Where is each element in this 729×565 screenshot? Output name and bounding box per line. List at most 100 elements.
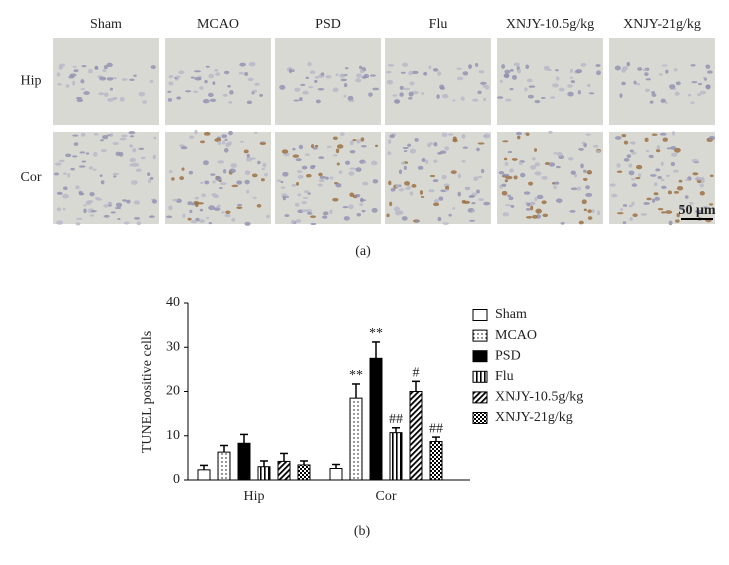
cell [478,197,485,202]
cell [498,170,505,175]
cell [660,178,665,182]
cell [251,173,258,178]
cell [302,90,309,95]
cell [332,154,338,157]
column-label: XNJY-10.5g/kg [506,17,594,32]
cell [140,156,146,160]
cell [151,199,158,204]
cell [252,89,258,93]
cell [662,137,668,142]
cell [212,81,216,86]
cell [120,134,128,138]
cell [423,71,428,76]
bar [237,442,251,481]
cell [631,141,636,145]
cell [441,93,449,99]
cell [205,65,210,68]
cell [192,90,199,94]
cell [88,166,94,170]
cell [656,145,661,150]
cell [437,71,442,76]
cell [471,192,478,196]
cell [306,211,313,215]
micrograph [497,38,603,125]
cell [394,99,401,104]
cell [569,210,576,213]
cell [201,193,207,198]
cell [68,75,75,79]
cell [195,217,200,222]
cell [581,141,586,145]
cell [110,211,116,214]
cell [468,64,472,69]
cell [657,175,662,180]
cell [587,216,593,220]
cell [402,62,409,67]
cell [468,194,476,198]
cell [244,221,251,226]
cell [133,74,137,77]
cell [414,219,420,223]
cell [112,172,120,176]
cell [403,87,411,91]
bar [409,391,423,481]
bar [197,469,211,481]
cell [501,190,508,196]
cell [312,165,316,168]
bar [297,464,311,481]
cell [555,76,560,81]
cell [231,217,236,222]
cell [225,142,230,148]
cell [476,147,480,152]
cell [528,181,534,186]
cell [93,133,99,136]
cell [168,81,174,86]
cell [338,170,343,174]
cell [636,82,641,86]
cell [244,72,249,76]
cell [676,213,680,218]
cell [635,177,641,180]
cell [700,178,705,184]
cell [675,81,681,86]
cell [558,87,565,92]
cell [417,165,424,170]
cell [295,219,302,223]
cell [566,84,573,88]
cell [208,221,213,225]
cell [83,204,87,207]
cell [702,205,709,210]
cell [321,215,328,219]
cell [58,159,65,163]
cell [291,183,297,187]
cell [199,86,204,90]
caption-a: (a) [355,244,371,259]
cell [372,87,380,91]
cell [621,81,626,86]
cell [483,133,491,139]
bar [329,467,343,481]
cell [322,211,329,216]
cell [168,170,173,174]
significance-label: ## [429,421,443,436]
cell [411,70,419,75]
cell [76,217,83,221]
cell [310,215,316,218]
cell [421,158,426,163]
cell [621,133,627,138]
cell [507,194,512,197]
cell [236,206,243,210]
cell [329,176,334,180]
column-label: XNJY-21g/kg [623,17,701,32]
cell [180,146,188,150]
cell [477,175,483,179]
cell [433,159,438,163]
cell [227,84,231,88]
cell [348,171,355,176]
cell [224,138,228,142]
cell [75,222,81,226]
bar [369,357,383,481]
cell [695,209,702,214]
cell [147,172,151,177]
